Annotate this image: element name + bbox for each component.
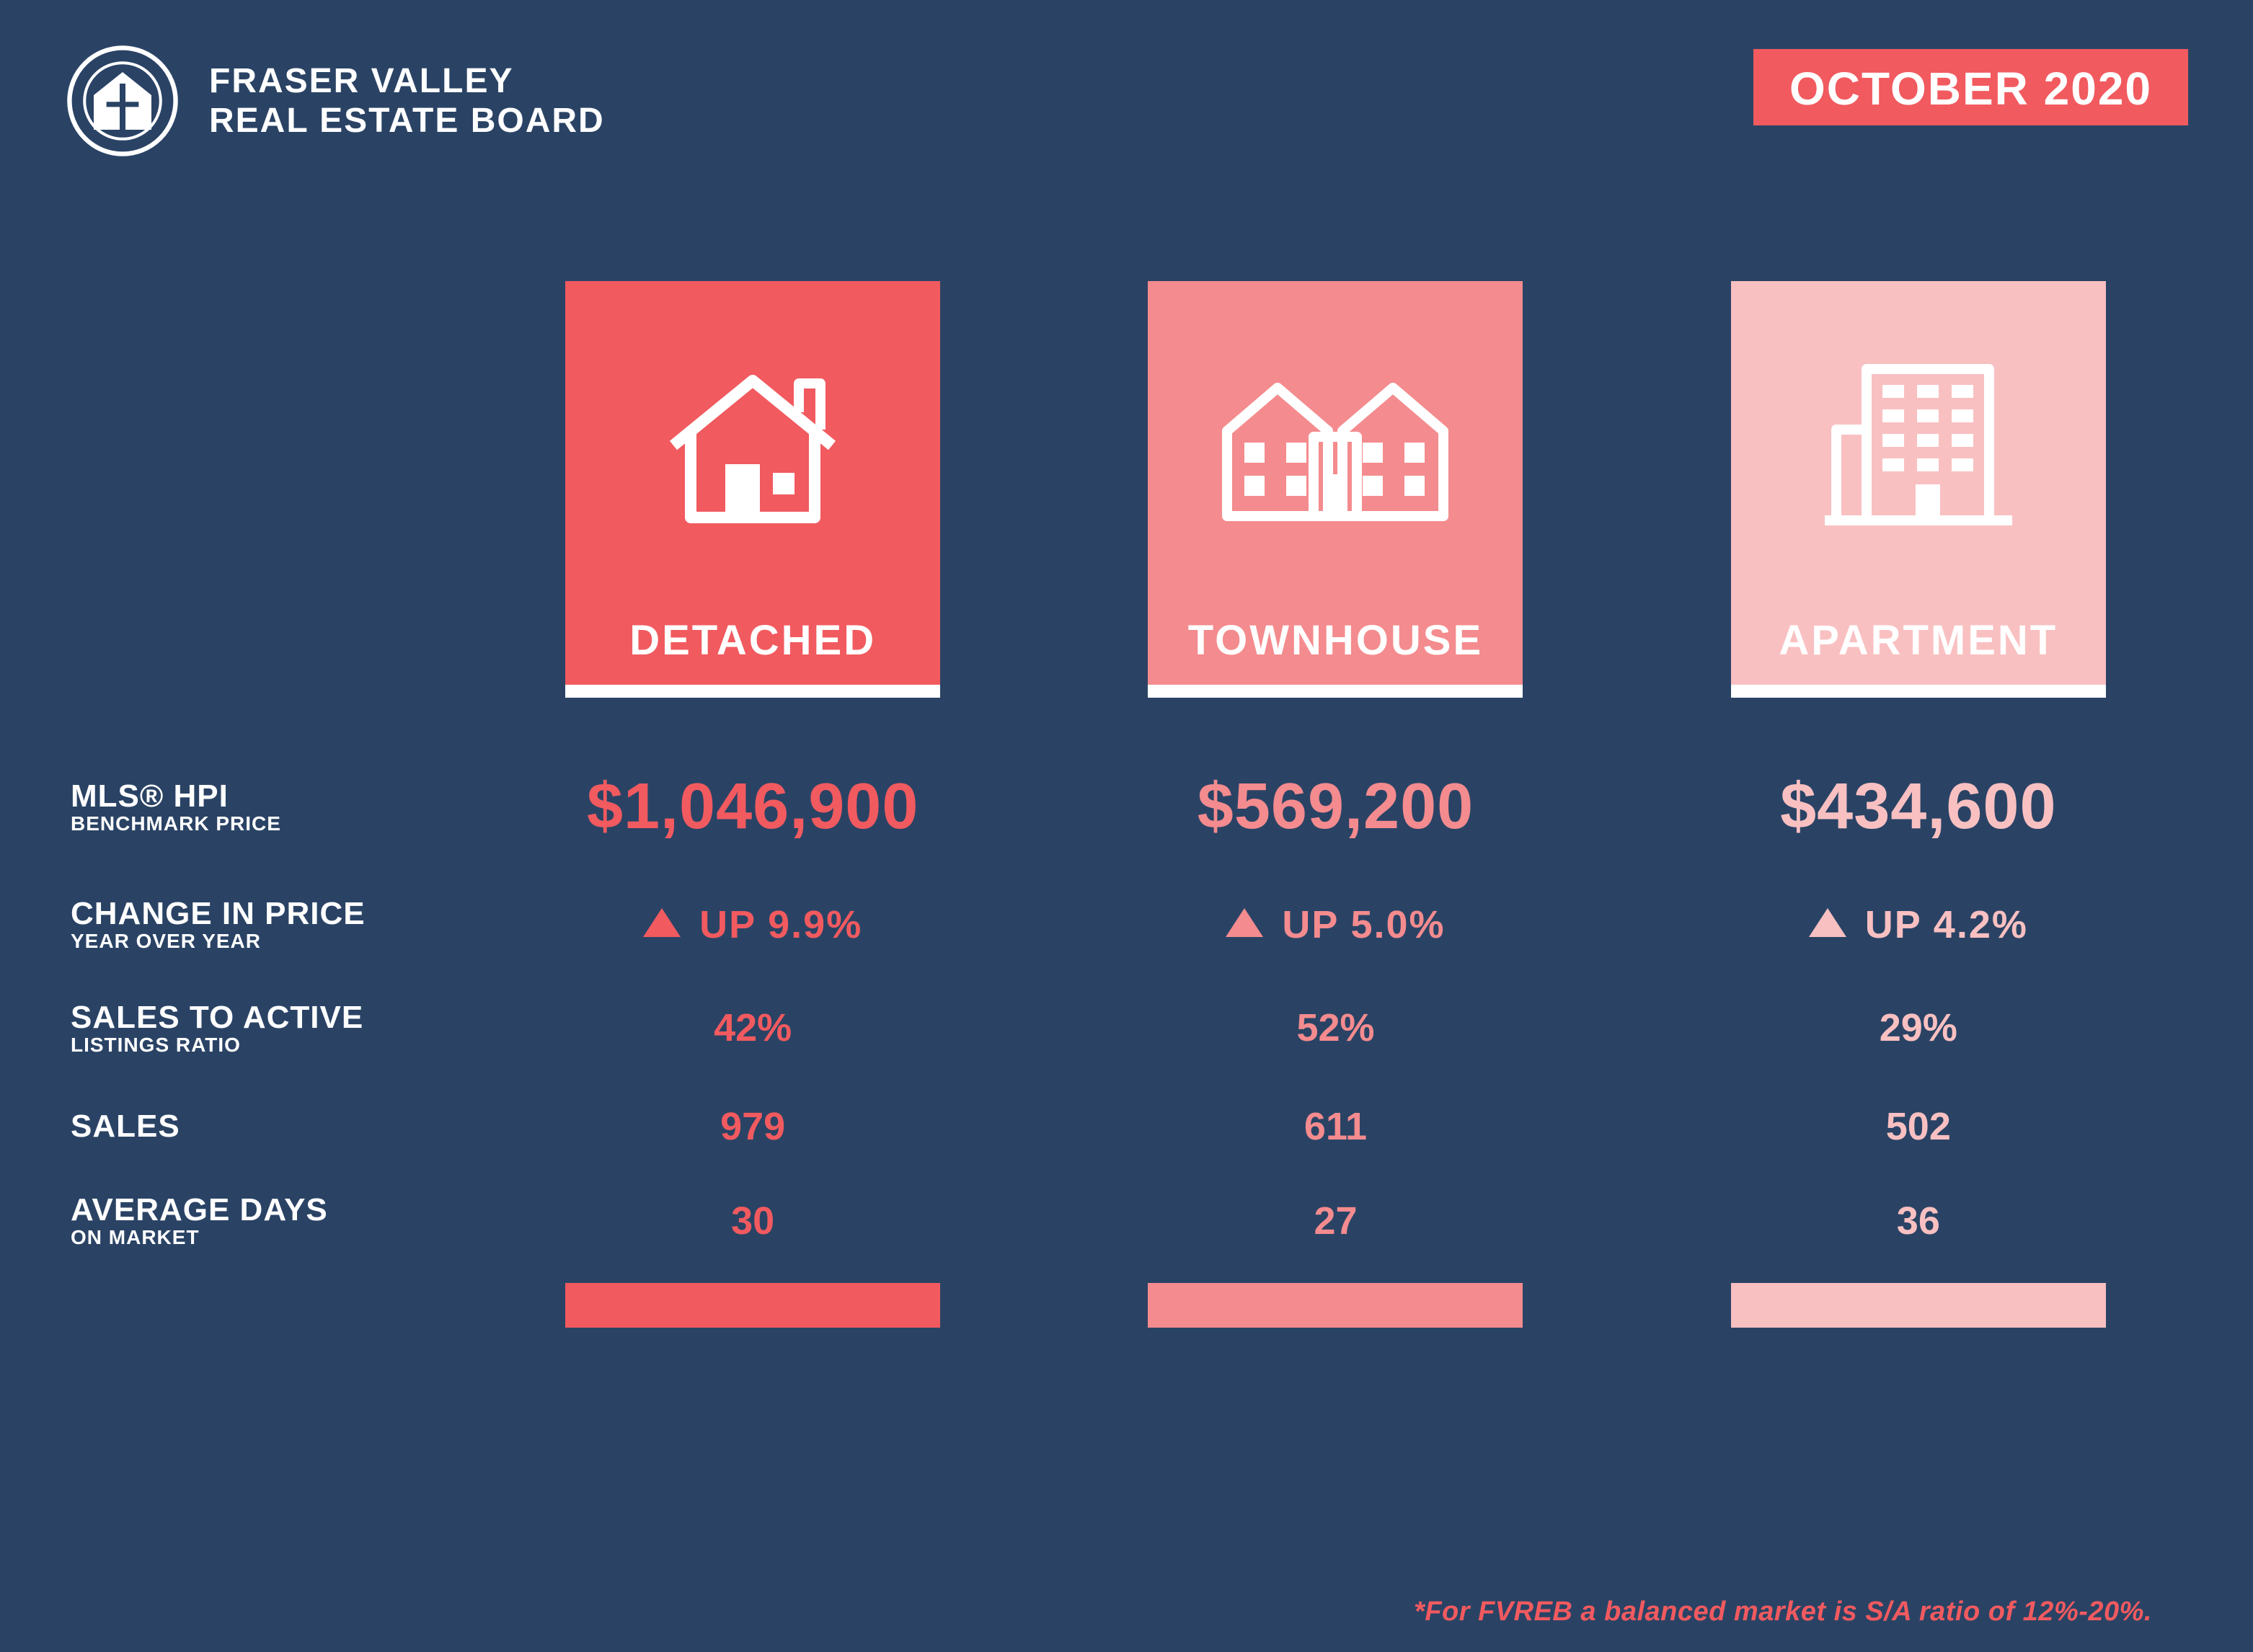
row-label-days-sub: ON MARKET: [71, 1227, 440, 1248]
detached-price: $1,046,900: [483, 748, 1022, 866]
row-label-ratio-sub: LISTINGS RATIO: [71, 1034, 440, 1055]
tile-townhouse-box: TOWNHOUSE: [1148, 281, 1523, 685]
tile-apartment: APARTMENT: [1649, 281, 2188, 698]
townhouse-days: 27: [1066, 1178, 1605, 1278]
row-label-sales-main: SALES: [71, 1110, 440, 1143]
row-label-change: CHANGE IN PRICE YEAR OVER YEAR: [65, 866, 440, 977]
townhouse-change-text: UP 5.0%: [1282, 902, 1445, 947]
tile-apartment-box: APARTMENT: [1731, 281, 2106, 685]
brand-line2: REAL ESTATE BOARD: [209, 101, 605, 141]
apartment-price: $434,600: [1649, 748, 2188, 866]
detached-change-text: UP 9.9%: [699, 902, 862, 947]
row-label-ratio-main: SALES TO ACTIVE: [71, 1001, 440, 1034]
tile-detached-label: DETACHED: [629, 616, 876, 665]
brand-block: FRASER VALLEY REAL ESTATE BOARD: [65, 43, 605, 159]
tile-townhouse: TOWNHOUSE: [1066, 281, 1605, 698]
apartment-building-icon: [1731, 281, 2106, 609]
row-label-price: MLS® HPI BENCHMARK PRICE: [65, 758, 440, 856]
apartment-change-text: UP 4.2%: [1865, 902, 2028, 947]
up-triangle-icon: [1226, 908, 1263, 937]
row-label-change-main: CHANGE IN PRICE: [71, 897, 440, 931]
row-label-change-sub: YEAR OVER YEAR: [71, 931, 440, 951]
tile-detached-box: DETACHED: [565, 281, 940, 685]
tile-detached-underline: [565, 685, 940, 698]
tile-townhouse-underline: [1148, 685, 1523, 698]
townhouse-price: $569,200: [1066, 748, 1605, 866]
tile-detached: DETACHED: [483, 281, 1022, 698]
detached-ratio: 42%: [483, 981, 1022, 1075]
row-label-ratio: SALES TO ACTIVE LISTINGS RATIO: [65, 977, 440, 1080]
tile-townhouse-label: TOWNHOUSE: [1188, 616, 1483, 665]
detached-house-icon: [565, 281, 940, 609]
date-badge: OCTOBER 2020: [1753, 49, 2188, 125]
spacer: [65, 698, 2188, 748]
header: FRASER VALLEY REAL ESTATE BOARD OCTOBER …: [65, 43, 2188, 159]
detached-days: 30: [483, 1178, 1022, 1278]
footnote: *For FVREB a balanced market is S/A rati…: [1414, 1597, 2152, 1627]
apartment-sales: 502: [1649, 1080, 2188, 1173]
tile-apartment-label: APARTMENT: [1779, 616, 2058, 665]
up-triangle-icon: [1809, 908, 1846, 937]
row-label-sales: SALES: [65, 1085, 440, 1168]
townhouse-footer-bar: [1148, 1283, 1523, 1328]
row-label-price-main: MLS® HPI: [71, 780, 440, 813]
apartment-footer-bar: [1731, 1283, 2106, 1328]
townhouse-change: UP 5.0%: [1066, 871, 1605, 972]
row-label-days-main: AVERAGE DAYS: [71, 1194, 440, 1227]
townhouse-ratio: 52%: [1066, 981, 1605, 1075]
infographic-page: FRASER VALLEY REAL ESTATE BOARD OCTOBER …: [0, 0, 2253, 1652]
apartment-ratio: 29%: [1649, 981, 2188, 1075]
apartment-days: 36: [1649, 1178, 2188, 1278]
fvreb-logo-icon: [65, 43, 180, 159]
townhouse-icon: [1148, 281, 1523, 609]
brand-text: FRASER VALLEY REAL ESTATE BOARD: [209, 61, 605, 141]
row-label-price-sub: BENCHMARK PRICE: [71, 813, 440, 834]
brand-line1: FRASER VALLEY: [209, 61, 605, 101]
townhouse-sales: 611: [1066, 1080, 1605, 1173]
detached-change: UP 9.9%: [483, 871, 1022, 972]
up-triangle-icon: [643, 908, 681, 937]
tile-apartment-underline: [1731, 685, 2106, 698]
detached-sales: 979: [483, 1080, 1022, 1173]
apartment-change: UP 4.2%: [1649, 871, 2188, 972]
row-label-days: AVERAGE DAYS ON MARKET: [65, 1173, 440, 1283]
metrics-grid: DETACHED: [65, 281, 2188, 1328]
detached-footer-bar: [565, 1283, 940, 1328]
